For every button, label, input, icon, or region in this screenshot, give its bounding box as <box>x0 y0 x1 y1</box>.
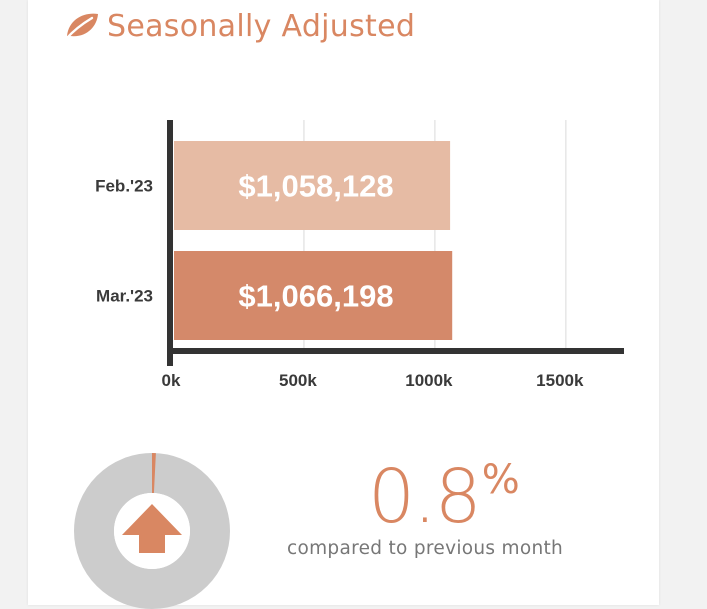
bar-chart: $1,058,128 $1,066,198 Feb.'23 Mar.'23 0k 50… <box>0 0 707 420</box>
bar-value-label: $1,066,198 <box>238 279 393 314</box>
change-percentage: 0.8 % <box>368 454 520 540</box>
category-labels: Feb.'23 Mar.'23 <box>95 177 153 306</box>
x-tick-label: 1500k <box>536 371 584 390</box>
change-value: 0.8 <box>368 454 480 540</box>
x-tick-label: 1000k <box>405 371 453 390</box>
bar-value-labels: $1,058,128 $1,066,198 <box>238 169 393 314</box>
x-tick-labels: 0k 500k 1000k 1500k <box>162 371 584 390</box>
x-tick-label: 500k <box>279 371 317 390</box>
x-tick-label: 0k <box>162 371 181 390</box>
comparison-caption: compared to previous month <box>287 538 563 559</box>
percent-sign: % <box>482 454 520 506</box>
category-label: Mar.'23 <box>96 287 153 306</box>
category-label: Feb.'23 <box>95 177 153 196</box>
bar-value-label: $1,058,128 <box>238 169 393 204</box>
change-donut <box>74 453 230 609</box>
